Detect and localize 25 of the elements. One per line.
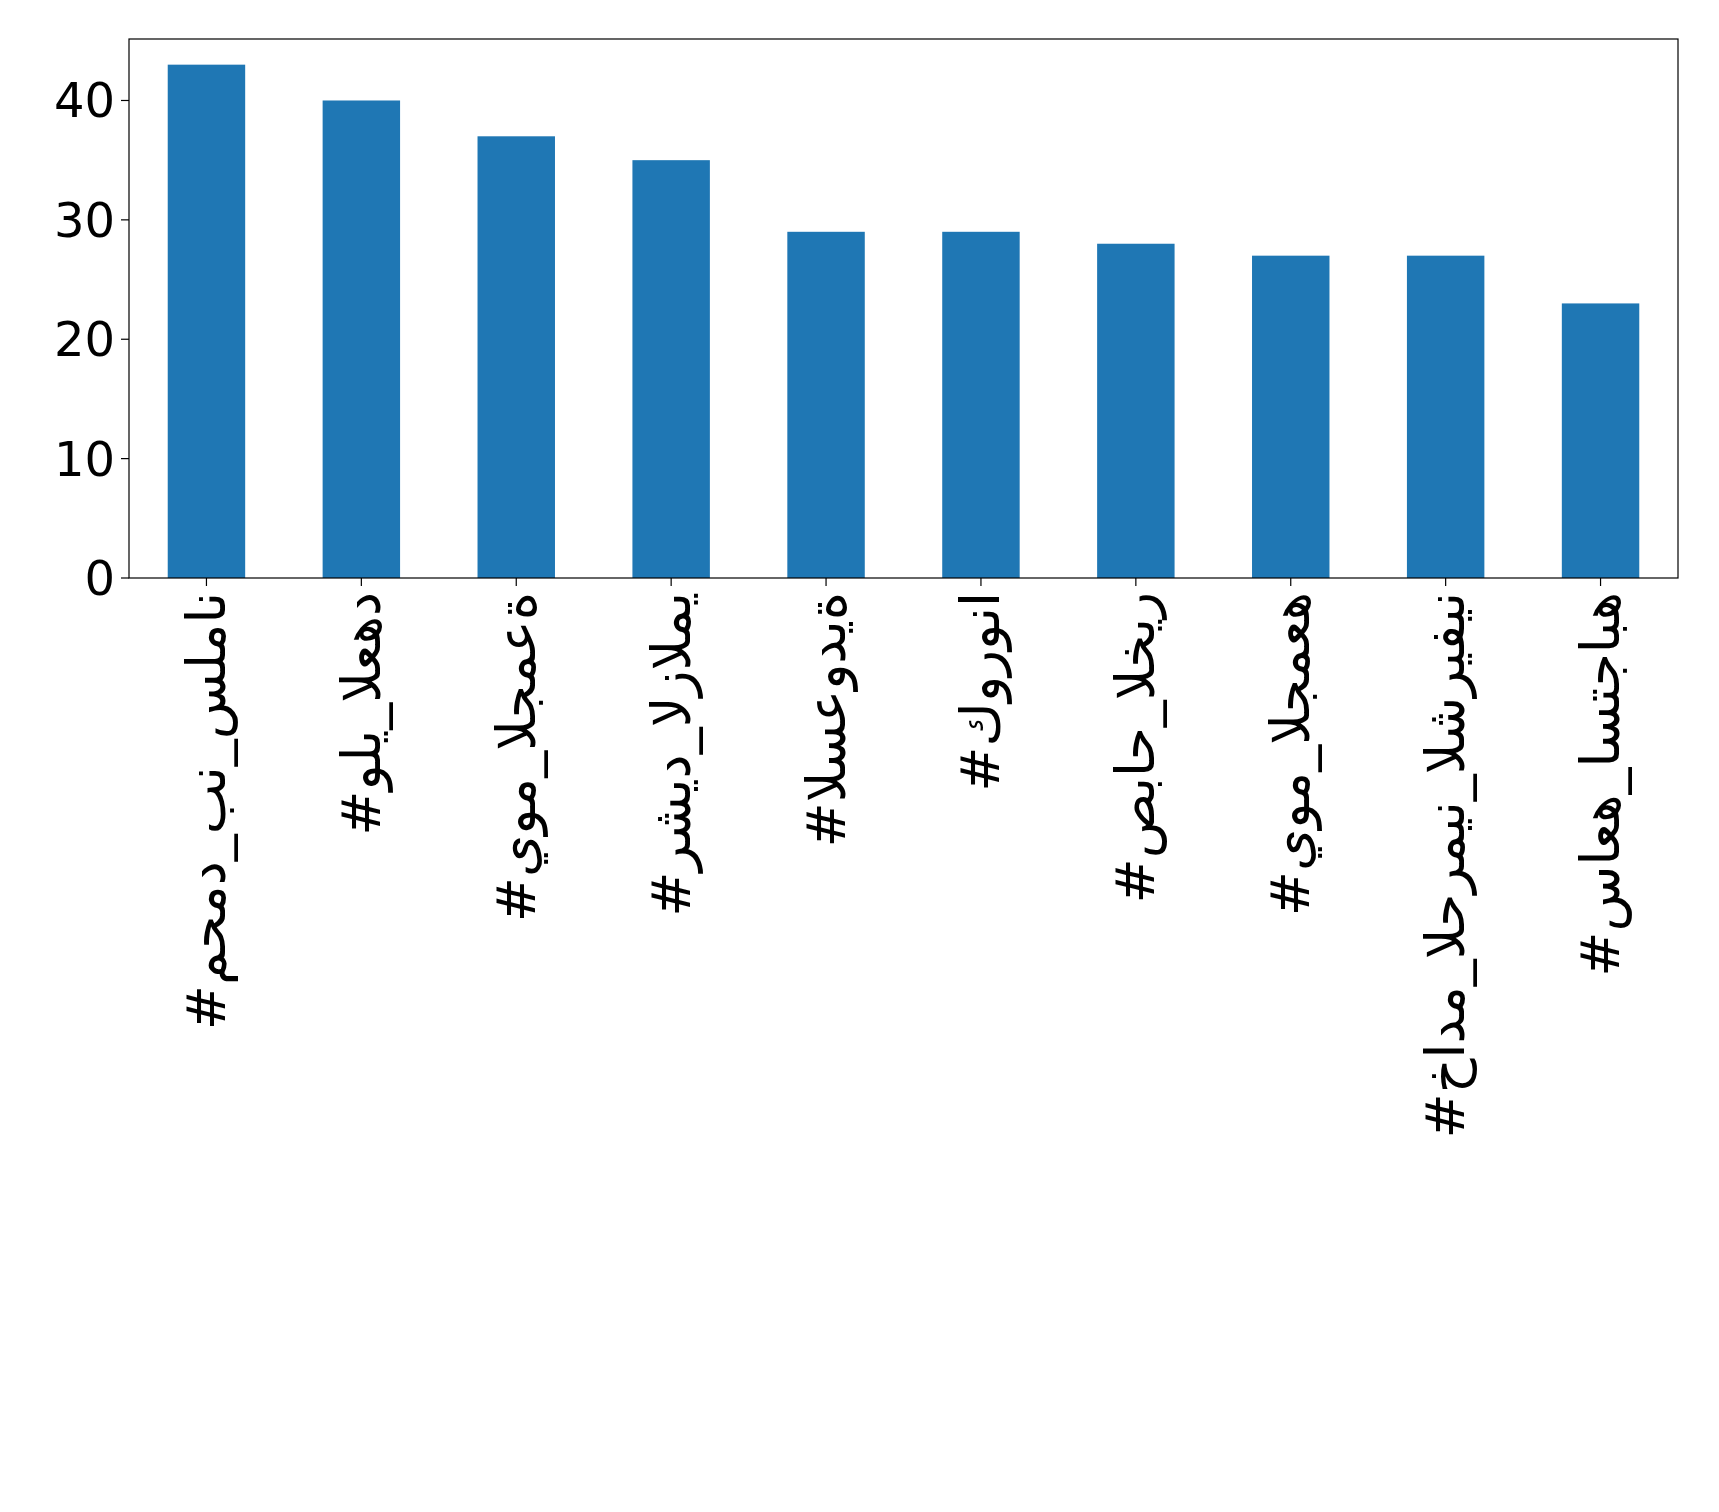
x-tick-label: #خادم_الحرمين_الشريفين bbox=[1414, 592, 1478, 1139]
bar bbox=[1561, 303, 1640, 578]
x-tick-label: #يوم_الجمعه bbox=[1259, 592, 1323, 917]
bar bbox=[167, 64, 246, 578]
y-tick-label: 30 bbox=[53, 191, 115, 248]
x-tick-label: #ولي_العهد bbox=[329, 592, 393, 836]
x-tick-label: #كورونا bbox=[949, 592, 1013, 792]
y-tick-label: 10 bbox=[53, 430, 115, 487]
bar bbox=[322, 100, 401, 578]
x-tick-label: #السعودية bbox=[794, 592, 858, 848]
y-tick-label: 0 bbox=[84, 550, 115, 606]
y-tick-label: 20 bbox=[53, 311, 115, 368]
bar bbox=[632, 160, 710, 578]
bar bbox=[1097, 243, 1175, 578]
bar bbox=[787, 231, 865, 578]
x-tick-label: #ساعه_استجابه bbox=[1569, 592, 1633, 977]
x-tick-label: #محمد_بن_سلمان bbox=[174, 592, 238, 1031]
bar bbox=[942, 231, 1020, 578]
bar bbox=[1252, 255, 1330, 578]
y-tick-label: 40 bbox=[53, 72, 115, 129]
x-tick-label: #يوم_الجمعة bbox=[484, 592, 548, 923]
bar bbox=[1406, 255, 1485, 578]
x-tick-label: #صباح_الخير bbox=[1104, 592, 1168, 904]
bar bbox=[477, 136, 555, 578]
x-tick-label: #رشيد_الزالمي bbox=[639, 592, 703, 917]
